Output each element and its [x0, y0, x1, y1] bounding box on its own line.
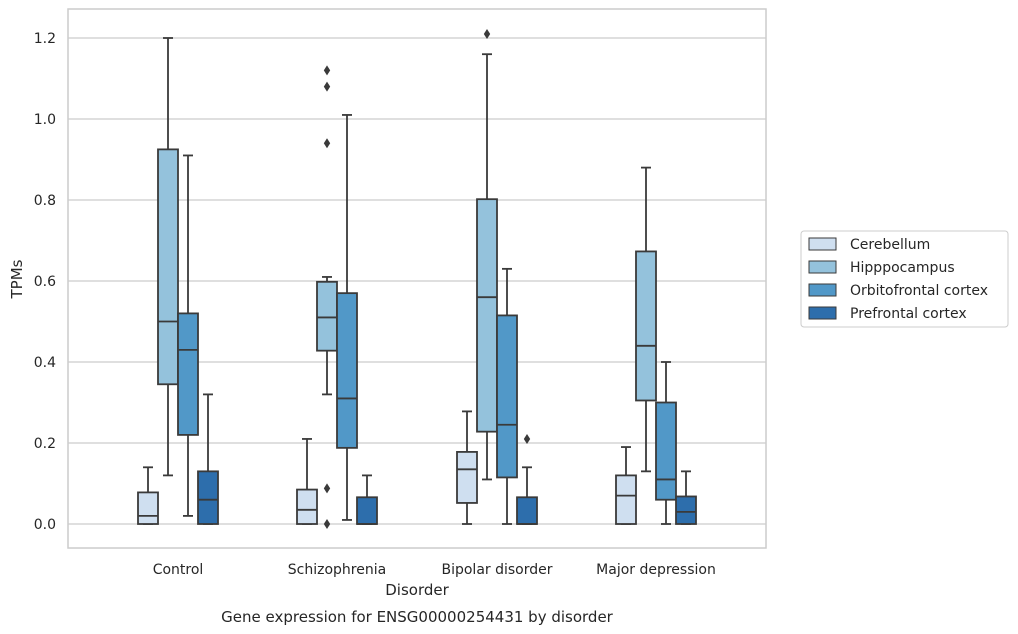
legend-item: Orbitofrontal cortex [808, 283, 988, 299]
box-body [177, 312, 199, 436]
legend-label: Prefrontal cortex [850, 306, 967, 322]
outlier-marker [323, 138, 331, 149]
box-2-0 [177, 154, 199, 517]
legend-frame [800, 230, 1009, 328]
legend-swatch [808, 306, 837, 320]
y-tick-label: 0.8 [34, 193, 56, 209]
box-3-2 [516, 433, 538, 525]
chart-caption: Gene expression for ENSG00000254431 by d… [221, 608, 614, 626]
box-body [197, 470, 219, 525]
outlier-marker [323, 519, 331, 529]
y-tick-label: 0.6 [34, 274, 56, 290]
box-1-2 [476, 28, 498, 481]
box-body [137, 491, 159, 525]
box-1-3 [635, 166, 657, 473]
outlier-marker [323, 483, 331, 494]
box-body [675, 495, 697, 525]
legend-swatch [808, 260, 837, 274]
box-0-0 [137, 466, 159, 525]
box-body [615, 474, 637, 525]
box-2-3 [655, 361, 677, 525]
legend-item: Hipppocampus [808, 260, 955, 276]
y-tick-label: 0.4 [34, 355, 56, 371]
x-tick-labels: Control Schizophrenia Bipolar disorder Majo… [153, 562, 716, 578]
y-axis-label: TPMs [8, 259, 26, 299]
box-0-1 [296, 438, 318, 525]
x-tick-label: Major depression [596, 562, 716, 578]
box-body [496, 314, 518, 479]
box-0-3 [615, 446, 637, 525]
legend-swatch [808, 237, 837, 251]
box-3-3 [675, 470, 697, 525]
legend-swatch [808, 283, 837, 297]
legend-label: Orbitofrontal cortex [850, 283, 988, 299]
legend-label: Hipppocampus [850, 260, 955, 276]
legend-label: Cerebellum [850, 237, 930, 253]
outlier-marker [323, 81, 331, 92]
x-tick-label: Schizophrenia [288, 562, 386, 578]
y-tick-label: 1.2 [34, 31, 56, 47]
box-0-2 [456, 410, 478, 525]
box-body [456, 451, 478, 504]
legend-item: Cerebellum [808, 237, 930, 253]
y-tick-label: 0.2 [34, 436, 56, 452]
x-tick-label: Bipolar disorder [441, 562, 552, 578]
box-body [476, 198, 498, 433]
box-body [635, 250, 657, 402]
box-body [336, 292, 358, 449]
box-body [157, 148, 179, 386]
box-body [516, 496, 538, 525]
legend-item: Prefrontal cortex [808, 306, 967, 322]
legend: Cerebellum Hipppocampus Orbitofrontal cort… [800, 230, 1009, 328]
plot-boxes [137, 28, 697, 529]
box-body [655, 401, 677, 501]
box-body [356, 496, 378, 525]
outlier-marker [323, 65, 331, 76]
box-3-0 [197, 393, 219, 525]
outlier-marker [483, 28, 491, 39]
plot-frame [67, 8, 767, 549]
x-axis-label: Disorder [385, 581, 449, 599]
y-tick-labels: 0.0 0.2 0.4 0.6 0.8 1.0 1.2 [34, 31, 56, 533]
outlier-marker [523, 433, 531, 444]
y-tick-label: 1.0 [34, 112, 56, 128]
box-body [316, 280, 338, 352]
box-2-1 [336, 114, 358, 521]
box-1-1 [316, 65, 338, 529]
box-2-2 [496, 267, 518, 525]
x-tick-label: Control [153, 562, 204, 578]
y-tick-label: 0.0 [34, 517, 56, 533]
box-1-0 [157, 37, 179, 477]
box-3-1 [356, 474, 378, 525]
box-body [296, 488, 318, 525]
